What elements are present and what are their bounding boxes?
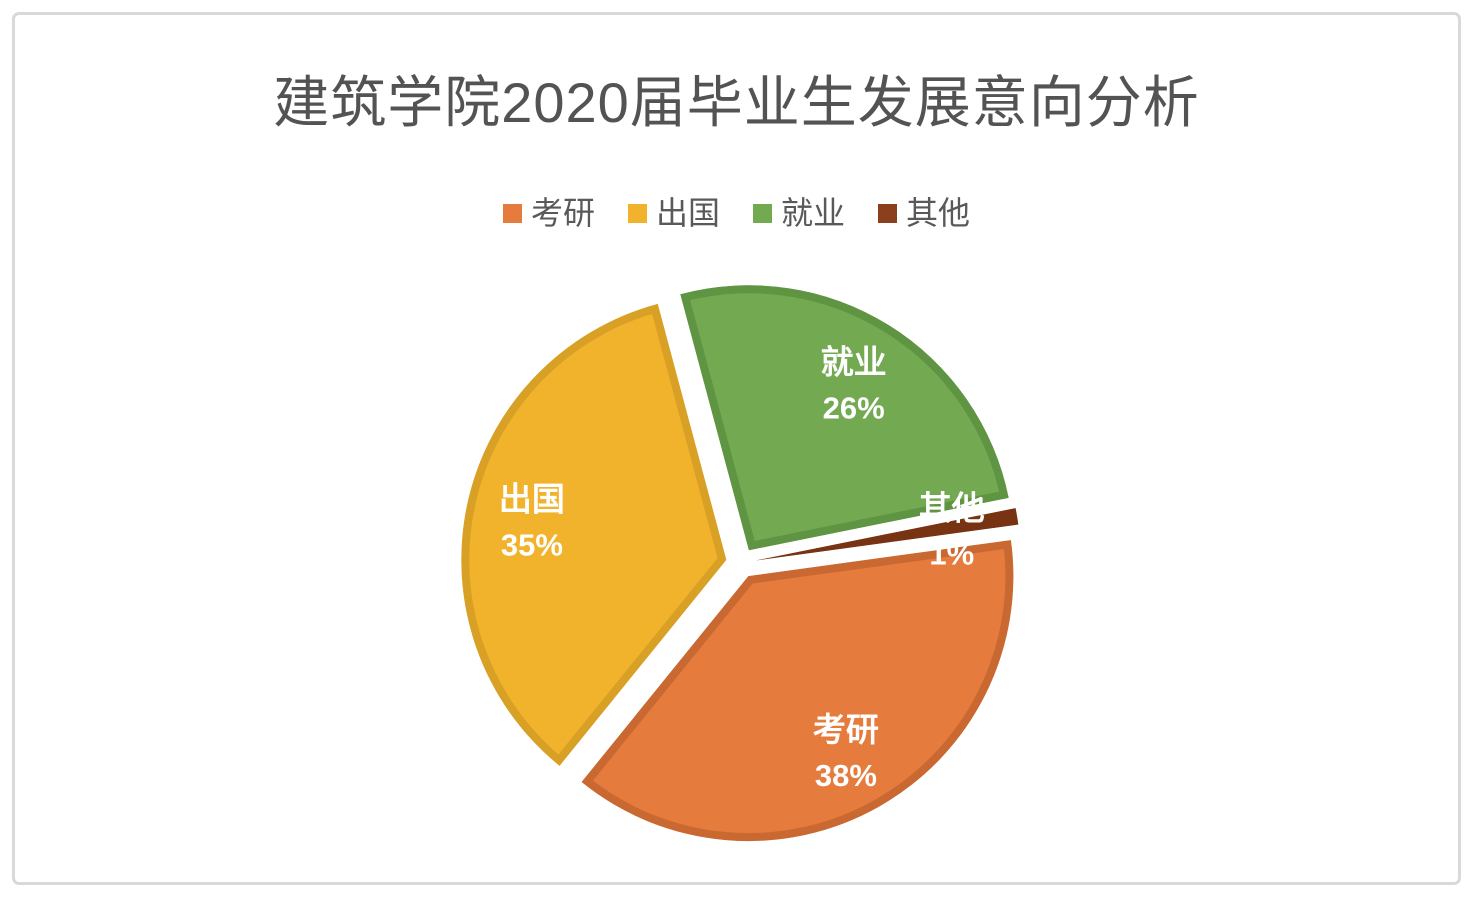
- pie-label-value-考研: 38%: [815, 758, 877, 793]
- pie-label-name-出国: 出国: [499, 481, 565, 518]
- pie-slice-其他: [755, 508, 1019, 561]
- legend-item-label: 就业: [781, 195, 846, 231]
- pie-slice-出国: [461, 303, 727, 766]
- pie-label-name-考研: 考研: [813, 711, 879, 748]
- pie-slice-考研: [581, 540, 1014, 842]
- legend-swatch: [627, 203, 647, 223]
- legend-item-就业: 就业: [753, 194, 845, 232]
- legend-item-label: 出国: [655, 195, 720, 231]
- pie-label-value-就业: 26%: [823, 390, 885, 425]
- legend-swatch: [878, 203, 898, 223]
- legend-item-label: 考研: [530, 195, 595, 231]
- legend-swatch: [502, 203, 522, 223]
- legend: 考研 出国 就业 其他: [15, 194, 1458, 232]
- pie-label-name-其他: 其他: [919, 489, 985, 526]
- pie-label-value-其他: 1%: [929, 536, 974, 571]
- legend-item-其他: 其他: [878, 194, 970, 232]
- pie-label-value-出国: 35%: [501, 528, 563, 563]
- legend-item-考研: 考研: [502, 194, 595, 232]
- legend-item-出国: 出国: [627, 194, 720, 232]
- chart-title: 建筑学院2020届毕业生发展意向分析: [273, 71, 1200, 134]
- legend-item-label: 其他: [906, 195, 971, 231]
- legend-swatch: [753, 203, 772, 223]
- pie-label-name-就业: 就业: [821, 343, 887, 380]
